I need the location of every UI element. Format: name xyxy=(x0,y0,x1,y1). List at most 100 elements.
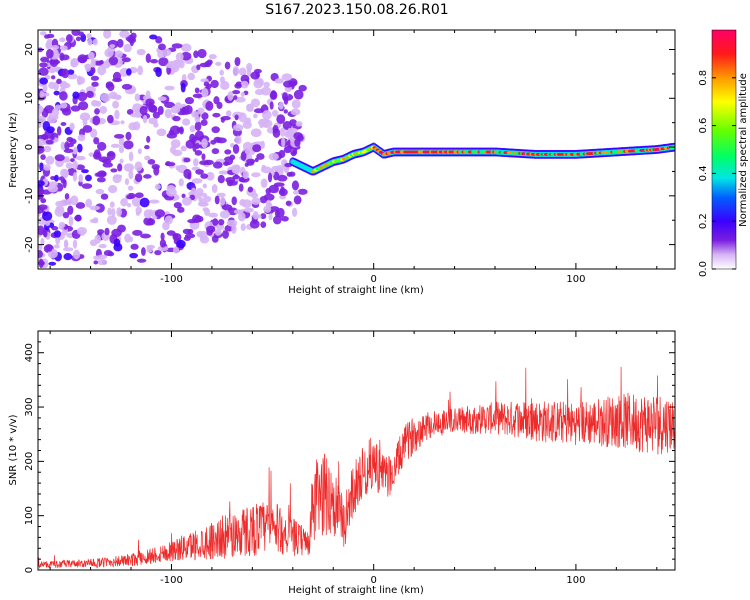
spectrogram-blob xyxy=(201,88,209,98)
spectrogram-blob xyxy=(67,69,75,75)
spectrogram-blob xyxy=(268,213,273,221)
spectrogram-blob xyxy=(276,114,286,125)
spectrogram-ytick-label: 0 xyxy=(24,144,35,150)
colorbar: 0.0 0.2 0.4 0.6 0.8 Normalized spectral ampl… xyxy=(698,29,749,277)
spectrogram-blob xyxy=(120,120,125,125)
spectrogram-blob xyxy=(213,96,220,105)
spectrogram-blob xyxy=(76,76,86,85)
spectrogram-blob xyxy=(218,170,229,175)
spectrogram-blob xyxy=(260,213,267,220)
spectrogram-blob xyxy=(261,110,272,120)
spectrogram-blob xyxy=(82,125,93,133)
spectrogram-blob xyxy=(53,90,60,96)
spectrogram-blob xyxy=(212,218,219,226)
spectrogram-blob xyxy=(104,48,114,58)
spectrogram-blob xyxy=(56,78,62,85)
spectrogram-blob xyxy=(212,161,223,169)
spectrogram-blob xyxy=(143,209,153,219)
spectrogram-blob xyxy=(70,195,79,206)
spectrogram-blob xyxy=(220,80,230,91)
spectrogram-blob xyxy=(212,112,221,118)
spectrogram-blob xyxy=(59,52,65,61)
spectrogram-blob xyxy=(253,108,264,114)
spectrogram-blob xyxy=(164,101,175,109)
spectrogram-blob xyxy=(56,205,65,214)
spectrogram-blob xyxy=(48,81,56,90)
spectrogram-blob xyxy=(210,79,219,89)
spectrogram-blob xyxy=(109,44,116,49)
spectrogram-blob xyxy=(121,83,133,90)
spectrogram-blob xyxy=(153,166,160,176)
spectrogram-blob xyxy=(164,162,176,167)
spectrogram-blob xyxy=(117,163,123,172)
spectrogram-blob xyxy=(240,151,247,161)
spectrogram-blob xyxy=(128,151,134,162)
spectrogram-blob xyxy=(231,196,237,206)
spectrogram-ytick-label: 20 xyxy=(24,43,35,56)
spectrogram-blob xyxy=(58,222,66,229)
spectrogram-blob xyxy=(172,246,180,254)
spectrogram-blob xyxy=(285,200,292,206)
spectrogram-blob xyxy=(85,90,94,98)
spectrogram-blob xyxy=(103,250,113,256)
spectrogram-blob xyxy=(96,176,106,183)
spectrogram-blob xyxy=(200,192,208,198)
spectrogram-blob xyxy=(172,149,183,157)
spectrogram-blob xyxy=(252,211,259,220)
spectrogram-blob xyxy=(194,87,200,94)
spectrogram-blob xyxy=(269,101,274,110)
spectrogram-blob xyxy=(70,105,81,112)
spectrogram-blob xyxy=(217,174,225,184)
spectrogram-blob xyxy=(38,180,45,187)
spectrogram-blob xyxy=(45,244,53,252)
spectrogram-blob xyxy=(157,245,169,252)
spectrogram-blob xyxy=(81,169,89,174)
spectrogram-blob xyxy=(164,108,172,119)
spectrogram-blob xyxy=(205,83,212,89)
spectrogram-blob xyxy=(240,91,245,97)
spectrogram-blob xyxy=(128,169,134,180)
spectrogram-ytick-label: 10 xyxy=(24,92,35,105)
spectrogram-blob xyxy=(59,91,68,101)
spectrogram-blob xyxy=(125,131,132,141)
spectrogram-blob xyxy=(123,140,134,150)
spectrogram-blob xyxy=(166,187,177,197)
spectrogram-blob xyxy=(125,68,132,76)
spectrogram-blob xyxy=(240,80,249,89)
spectrogram-blob xyxy=(48,261,57,266)
spectrogram-blob xyxy=(75,155,86,161)
colorbar-tick-label: 0.0 xyxy=(698,261,709,277)
spectrogram-blob xyxy=(205,101,214,111)
spectrogram-blob xyxy=(90,99,99,107)
spectrogram-blob xyxy=(67,143,74,148)
spectrogram-blob xyxy=(229,154,236,161)
spectrogram-blob xyxy=(107,114,114,124)
snr-marks xyxy=(38,366,675,569)
spectrogram-blob xyxy=(214,228,222,236)
spectrogram-blob xyxy=(194,149,203,156)
spectrogram-blob xyxy=(140,233,151,239)
spectrogram-blob xyxy=(131,197,143,207)
spectrogram-blob xyxy=(77,134,86,142)
spectrogram-blob xyxy=(145,98,155,107)
spectrogram-blob xyxy=(100,171,107,177)
spectrogram-blob xyxy=(172,233,179,239)
spectrogram-blob xyxy=(107,207,112,216)
spectrogram-blob xyxy=(181,193,186,199)
spectrogram-blob xyxy=(90,58,96,69)
spectrogram-blob xyxy=(179,126,184,135)
spectrogram-blob xyxy=(291,207,298,217)
spectrogram-blob xyxy=(198,200,207,207)
spectrogram-blob xyxy=(38,138,46,147)
spectrogram-blob xyxy=(157,51,164,59)
spectrogram-blob xyxy=(114,50,123,59)
spectrogram-blob xyxy=(263,205,272,213)
spectrogram-blob xyxy=(137,148,142,155)
spectrogram-blob xyxy=(114,109,120,120)
spectrogram-blob xyxy=(134,93,140,102)
spectrogram-blob xyxy=(282,92,288,101)
spectrogram-blob xyxy=(158,43,166,51)
spectrogram-blob xyxy=(195,142,200,150)
spectrogram-blob xyxy=(64,193,70,200)
